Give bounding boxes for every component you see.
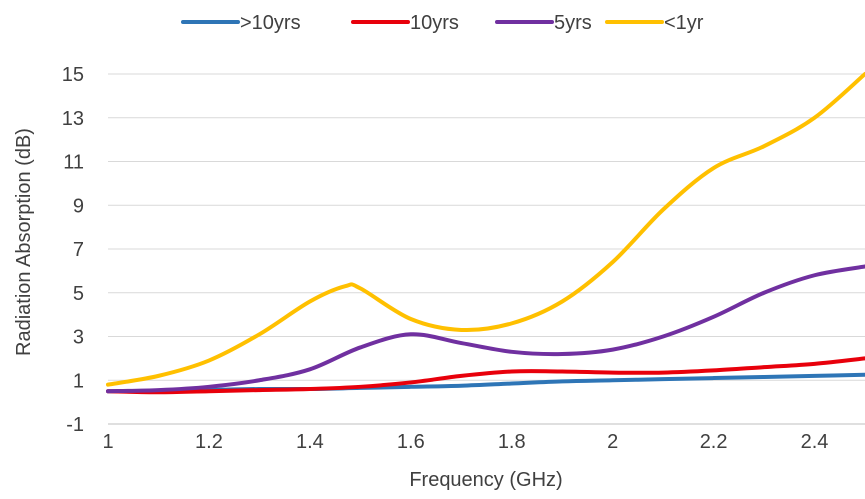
series-line: [106, 72, 865, 387]
y-tick-label: 5: [73, 283, 84, 305]
x-tick-label: 1.4: [296, 431, 324, 453]
series-line: [106, 356, 865, 395]
x-tick-label: 1: [102, 431, 113, 453]
legend-label: 5yrs: [554, 12, 592, 34]
gridlines: [108, 73, 865, 425]
x-tick-label: 1.6: [397, 431, 425, 453]
series-line: [106, 264, 865, 394]
y-tick-label: -1: [66, 414, 84, 436]
legend-label: >10yrs: [240, 12, 301, 34]
series-line: [106, 372, 865, 394]
legend: >10yrs 10yrs 5yrs <1yr: [181, 12, 704, 34]
y-axis-title: Radiation Absorption (dB): [13, 128, 35, 356]
y-tick-label: 11: [63, 152, 84, 174]
y-tick-label: 9: [73, 195, 84, 217]
y-tick-label: 3: [73, 327, 84, 349]
legend-label: <1yr: [664, 12, 704, 34]
x-tick-label: 1.2: [195, 431, 223, 453]
y-tick-label: 7: [73, 239, 84, 261]
x-tick-label: 1.8: [498, 431, 526, 453]
x-tick-label: 2: [607, 431, 618, 453]
y-tick-label: 1: [73, 370, 84, 392]
x-axis-ticks: 1 1.2 1.4 1.6 1.8 2 2.2 2.4: [102, 431, 828, 453]
y-tick-label: 15: [62, 64, 84, 86]
y-tick-label: 13: [62, 108, 84, 130]
series-layer: [106, 72, 865, 395]
x-axis-title: Frequency (GHz): [409, 469, 562, 491]
x-tick-label: 2.4: [801, 431, 829, 453]
legend-label: 10yrs: [410, 12, 459, 34]
x-tick-label: 2.2: [700, 431, 728, 453]
